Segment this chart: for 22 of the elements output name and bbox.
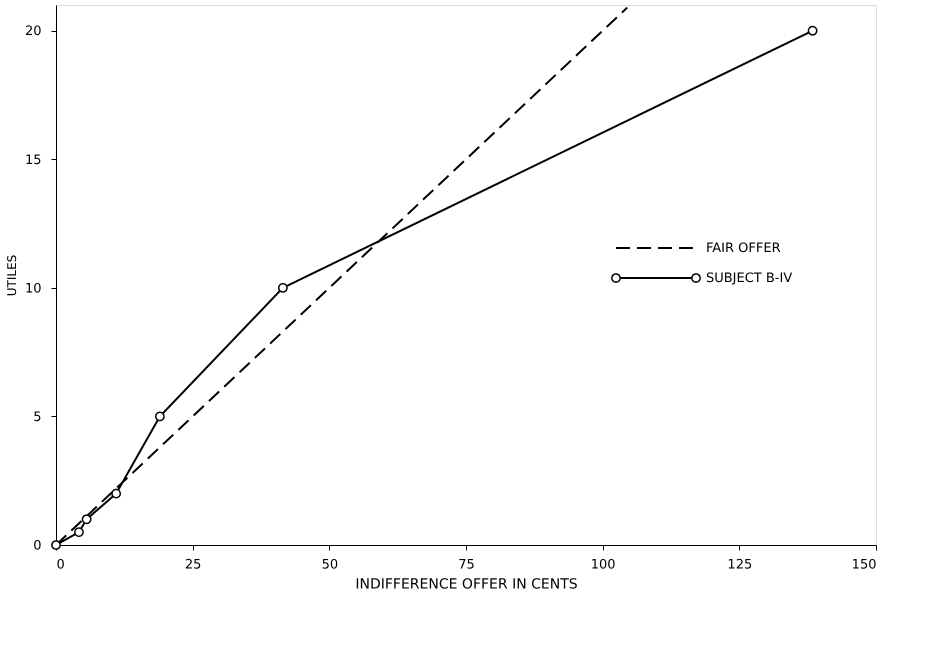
point	[154, 412, 165, 422]
point	[278, 282, 288, 293]
x-tick-label: 0	[56, 558, 65, 572]
x-axis-title: INDIFFERENCE OFFER IN CENTS	[355, 576, 578, 592]
x-tick-label: 150	[852, 558, 876, 572]
y-axis-title: UTILES	[4, 254, 19, 296]
x-tick-label: 100	[590, 558, 616, 572]
point	[111, 488, 122, 498]
x-tick-label: 50	[322, 558, 338, 572]
y-tick-label: 5	[33, 410, 42, 425]
y-tick-label: 15	[24, 152, 42, 168]
y-tick-label: 10	[24, 281, 42, 296]
y-tick-label: 20	[24, 24, 42, 40]
point	[74, 527, 84, 538]
point	[82, 514, 92, 524]
y-tick-label: 0	[33, 538, 42, 554]
x-tick-label: 25	[184, 558, 202, 572]
x-tick-label: 125	[727, 558, 752, 572]
point	[808, 26, 818, 36]
x-tick-label: 75	[458, 558, 475, 572]
text: FAIR OFFER	[706, 241, 781, 256]
legend-label: SUBJECT B-IV	[706, 271, 792, 286]
